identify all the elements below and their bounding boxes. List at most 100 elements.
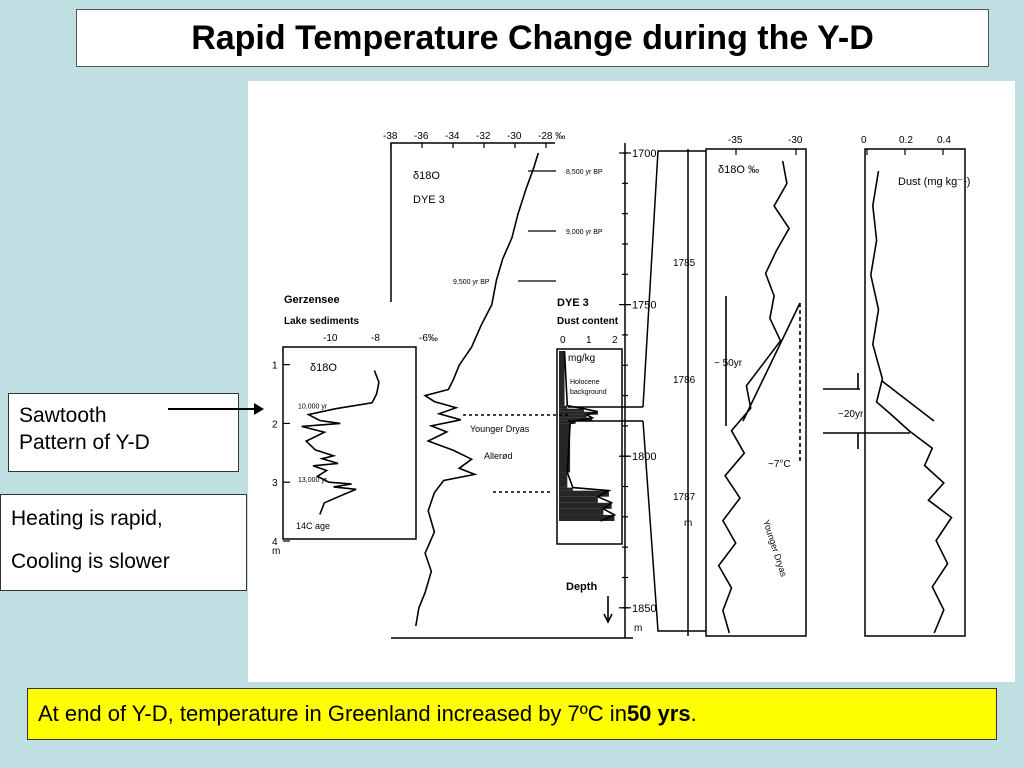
zoom-d18o-ytick-label: 1785 — [673, 258, 696, 269]
gerzensee-series-label: δ18O — [310, 362, 337, 374]
gerzensee-age-label: 13,000 yr — [298, 477, 328, 484]
dye3-d18o-xtick-label: -36 — [414, 131, 429, 142]
gerzensee-axis-note: 14C age — [296, 521, 330, 531]
zoom-d18o-frame — [705, 148, 807, 637]
zoom-d18o-xtick-label: -30 — [788, 135, 803, 146]
zoom-dust-xtick-label: 0.2 — [899, 135, 913, 146]
conclusion-prefix: At end of Y-D, temperature in Greenland … — [38, 701, 627, 726]
zoom-annotation-50yr: ~ 50yr — [714, 358, 743, 369]
figure-panel: -38 -36 -34 -32 -30 -28 ‰ δ18O DYE 3 8,500 yr BP… — [248, 81, 1015, 682]
dye3-d18o-xtick-label: -28 ‰ — [538, 131, 565, 142]
dust-bar — [559, 472, 568, 488]
dye3-d18o-line — [415, 152, 540, 627]
zoom-dust-line — [869, 170, 953, 634]
zoom-annotation-20yr: ~20yr — [838, 409, 864, 420]
zoom-d18o-line — [717, 160, 791, 634]
sawtooth-line-1: Sawtooth — [19, 404, 107, 427]
dust-bar — [559, 496, 598, 503]
zoom-d18o-series-label: δ18O ‰ — [718, 164, 759, 176]
dye3-d18o-site-label: DYE 3 — [413, 194, 445, 206]
zoom-d18o-y-unit: m — [684, 518, 692, 529]
slide-title: Rapid Temperature Change during the Y-D — [191, 18, 874, 57]
depth-unit: m — [634, 623, 642, 634]
dust-bar — [559, 490, 609, 497]
dust-xtick-label: 1 — [586, 335, 592, 346]
zoom-d18o-trend — [742, 302, 801, 422]
dust-bar — [559, 405, 568, 409]
dye3-age-label: 9,500 yr BP — [453, 279, 490, 286]
zoom-dust-trend — [881, 380, 935, 422]
zoom-d18o-ytick-label: 1787 — [673, 492, 696, 503]
dust-bar — [559, 423, 571, 473]
dye3-d18o-xtick-label: -38 — [383, 131, 398, 142]
dust-annotation: Holocene — [570, 379, 600, 386]
sawtooth-callout: Sawtooth Pattern of Y-D — [8, 393, 239, 472]
dust-bar — [559, 508, 604, 515]
depth-axis-label: Depth — [566, 581, 597, 593]
zoom-annotation-younger-dryas: Younger Dryas — [761, 519, 789, 579]
dye3-dust-frame — [556, 348, 623, 545]
dust-bar — [559, 502, 612, 509]
dye3-d18o-xtick-label: -30 — [507, 131, 522, 142]
cooling-text: Cooling is slower — [11, 550, 170, 573]
depth-ytick-label: 1850 — [632, 603, 656, 615]
dust-bar — [559, 411, 598, 415]
gerzensee-frame — [282, 346, 417, 540]
depth-ytick-label: 1800 — [632, 451, 656, 463]
gerzensee-ytick-label: 3 — [272, 478, 278, 489]
dye3-age-label: 8,500 yr BP — [566, 169, 603, 176]
dust-subtitle: Dust content — [557, 316, 619, 327]
heating-callout: Heating is rapid, Cooling is slower — [0, 494, 247, 591]
dust-unit: mg/kg — [568, 353, 595, 364]
dust-bar — [559, 414, 587, 418]
gerzensee-age-label: 10,000 yr — [298, 404, 328, 411]
zone-label-younger-dryas: Younger Dryas — [470, 424, 530, 434]
depth-ytick-label: 1750 — [632, 300, 656, 312]
conclusion-box: At end of Y-D, temperature in Greenland … — [27, 688, 997, 740]
zoom-dust-series-label: Dust (mg kg⁻¹) — [898, 176, 970, 188]
dust-bar — [559, 417, 593, 421]
gerzensee-ytick-label: 1 — [272, 361, 278, 372]
gerzensee-ytick-label: 2 — [272, 419, 278, 430]
slide-title-box: Rapid Temperature Change during the Y-D — [76, 9, 989, 67]
dust-title: DYE 3 — [557, 297, 589, 309]
dust-xtick-label: 0 — [560, 335, 566, 346]
gerzensee-y-unit: m — [272, 546, 280, 557]
gerzensee-subtitle: Lake sediments — [284, 316, 359, 327]
gerzensee-title: Gerzensee — [284, 294, 340, 306]
zoom-dust-xtick-label: 0 — [861, 135, 867, 146]
gerzensee-xtick-label: -10 — [323, 333, 338, 344]
heating-text: Heating is rapid, — [11, 507, 163, 530]
dust-bar — [559, 420, 576, 424]
gerzensee-xtick-label: -8 — [371, 333, 380, 344]
dye3-d18o-xtick-label: -34 — [445, 131, 460, 142]
dust-bar — [559, 351, 565, 406]
dye3-d18o-xtick-label: -32 — [476, 131, 491, 142]
zoom-dust-xtick-label: 0.4 — [937, 135, 951, 146]
zoom-d18o-xtick-label: -35 — [728, 135, 743, 146]
gerzensee-xtick-label: -6‰ — [419, 333, 438, 344]
dust-xtick-label: 2 — [612, 335, 618, 346]
zone-boundary-dashes — [463, 414, 568, 493]
gerzensee-line — [301, 370, 380, 515]
depth-arrow — [603, 596, 613, 624]
sawtooth-arrow — [168, 403, 264, 415]
zoom-d18o-ytick-label: 1786 — [673, 375, 696, 386]
zoom-20yr-bracket — [823, 373, 910, 449]
climate-figure: -38 -36 -34 -32 -30 -28 ‰ δ18O DYE 3 8,500 yr BP… — [272, 131, 970, 639]
depth-ytick-label: 1700 — [632, 148, 656, 160]
zone-label-allerod: Allerød — [484, 451, 513, 461]
dye3-age-label: 9,000 yr BP — [566, 229, 603, 236]
gerzensee-ytick-label: 4 — [272, 537, 278, 548]
zoom-connector-lines — [568, 150, 706, 632]
zoom-dust-frame — [864, 148, 966, 637]
conclusion-suffix: . — [690, 701, 697, 726]
dust-annotation: background — [570, 389, 607, 396]
conclusion-bold: 50 yrs — [626, 701, 691, 726]
dust-bar — [559, 487, 573, 491]
sawtooth-line-2: Pattern of Y-D — [19, 431, 150, 454]
dye3-d18o-series-label: δ18O — [413, 170, 440, 182]
dust-bar — [559, 514, 615, 521]
zoom-annotation-7c: ~7°C — [768, 459, 791, 470]
dust-bar — [559, 408, 584, 412]
